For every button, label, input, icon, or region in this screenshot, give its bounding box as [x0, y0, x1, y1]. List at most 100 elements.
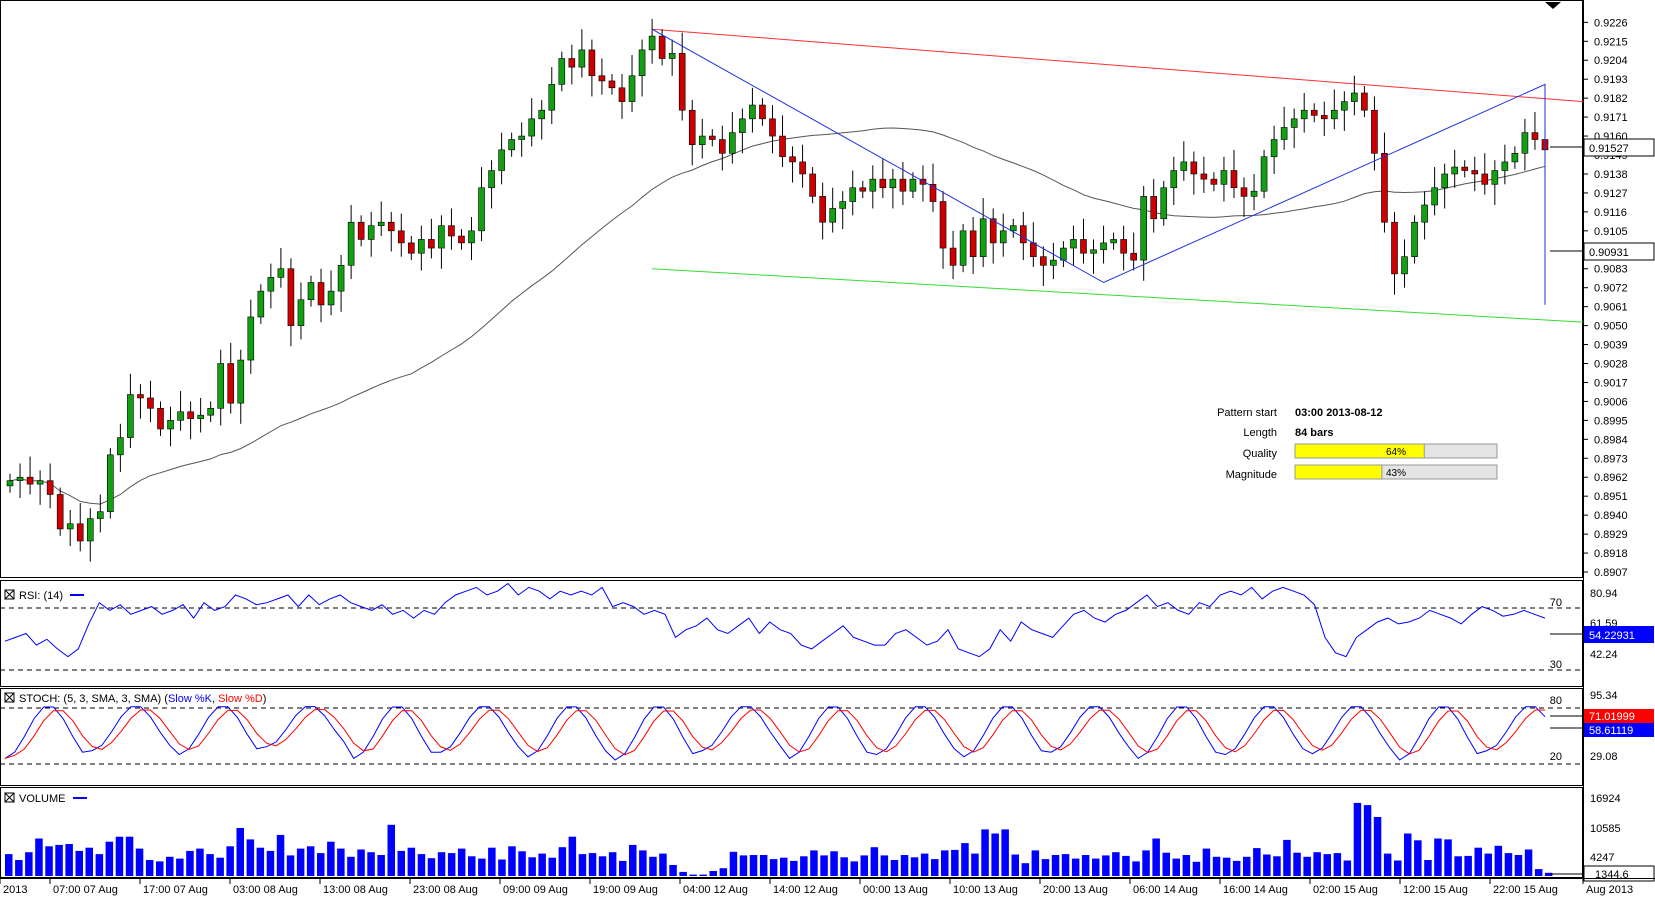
price-tick-label: 0.9116 [1594, 207, 1627, 219]
stoch-k-last-value: 58.61119 [1589, 725, 1633, 737]
candle-body [1280, 127, 1288, 140]
candle-body [819, 196, 826, 223]
pattern-magnitude-label: Magnitude [1226, 469, 1277, 481]
volume-bar [528, 857, 536, 876]
volume-bar [629, 844, 637, 876]
volume-bar [15, 860, 23, 876]
candle-body [397, 230, 405, 244]
candle-body [1019, 225, 1027, 244]
candle-body [247, 316, 255, 361]
price-panel: 0.9226 0.9215 0.9204 0.9193 0.9182 0.9171 0.91… [6, 17, 1655, 579]
volume-bar [1504, 853, 1513, 876]
candle-body [107, 454, 114, 512]
candle-body [86, 518, 94, 542]
candle-body [1521, 132, 1529, 154]
candle-body [488, 170, 495, 189]
candle-body [749, 104, 756, 120]
volume-bar [709, 871, 717, 876]
candle-body [588, 49, 596, 77]
candle-body [879, 178, 887, 189]
volume-bar [1313, 852, 1321, 876]
candle-body [187, 411, 194, 419]
candle-body [36, 480, 44, 485]
volume-bar [578, 854, 587, 876]
x-tick-label: 12:00 15 Aug [1403, 884, 1468, 896]
volume-bar [1102, 855, 1110, 876]
volume-bar [1263, 854, 1271, 876]
price-tick-label: 0.9138 [1594, 169, 1628, 181]
candle-body [789, 156, 796, 163]
price-tick-label: 0.9215 [1594, 36, 1628, 48]
candle-body [478, 187, 485, 232]
volume-bar [276, 834, 285, 876]
volume-bar [1243, 856, 1251, 876]
volume-bar [1162, 852, 1170, 876]
x-tick-label: 03:00 08 Aug [233, 884, 298, 896]
volume-bar [407, 847, 416, 876]
candle-body [127, 394, 134, 438]
candle-body [799, 161, 806, 175]
volume-bar [206, 854, 214, 876]
pattern-info-box: Pattern start 03:00 2013-08-12 Length 84… [1217, 407, 1498, 481]
volume-bar [719, 868, 728, 876]
rsi-series-line [4, 582, 1546, 658]
volume-bar [1534, 869, 1543, 876]
volume-bar [1172, 858, 1180, 876]
candle-body [26, 476, 34, 485]
volume-bar [769, 859, 778, 876]
volume-bar [1011, 854, 1019, 876]
candle-body [117, 437, 124, 456]
volume-bar [1464, 855, 1472, 876]
candle-body [1140, 196, 1147, 261]
price-tick-label: 0.8995 [1594, 415, 1628, 427]
volume-bar [1484, 853, 1492, 876]
volume-bar [870, 847, 879, 876]
candle-body [1421, 204, 1428, 223]
candle-body [959, 230, 967, 266]
volume-bar [85, 847, 93, 876]
volume-bar [639, 850, 647, 876]
volume-bar [548, 857, 556, 876]
volume-bar [437, 852, 446, 876]
volume-bar [588, 853, 597, 876]
candle-body [1491, 170, 1499, 185]
candle-body [337, 264, 345, 292]
time-x-axis: 2013 07:00 07 Aug 17:00 07 Aug 03:00 08 Aug… [0, 878, 1655, 896]
candle-body [167, 420, 174, 430]
candle-body [658, 35, 666, 59]
candle-body [698, 135, 706, 145]
volume-bar [468, 856, 476, 876]
candle-body [769, 118, 776, 137]
volume-bar [1273, 856, 1281, 876]
x-tick-label: 00:00 13 Aug [863, 884, 928, 896]
candle-body [1361, 92, 1368, 111]
candle-body [1250, 190, 1258, 197]
candle-body [1220, 170, 1228, 185]
candle-body [1320, 115, 1328, 120]
candle-body [909, 178, 917, 192]
candle-body [498, 149, 505, 171]
volume-title: VOLUME [19, 793, 65, 805]
volume-bar [759, 855, 768, 876]
candle-body [779, 135, 786, 158]
volume-bar [920, 853, 929, 876]
top-marker-icon [1545, 2, 1561, 9]
candle-body [157, 408, 164, 430]
candle-body [1391, 221, 1398, 275]
candle-body [1511, 152, 1519, 163]
volume-tick-2: 10585 [1590, 823, 1621, 835]
candle-body [428, 239, 435, 249]
candle-body [598, 75, 606, 82]
volume-bar [931, 859, 939, 876]
x-tick-label: 20:00 13 Aug [1043, 884, 1108, 896]
candle-body [1100, 242, 1107, 251]
stoch-level-20-label: 20 [1550, 751, 1562, 763]
volume-bar [1253, 848, 1261, 876]
candle-body [1080, 239, 1087, 254]
volume-bar [659, 853, 667, 876]
candle-body [1050, 259, 1057, 266]
volume-bar [1514, 855, 1523, 876]
volume-bar [1444, 839, 1452, 876]
price-tick-label: 0.9193 [1594, 74, 1628, 86]
candle-body [538, 109, 546, 120]
